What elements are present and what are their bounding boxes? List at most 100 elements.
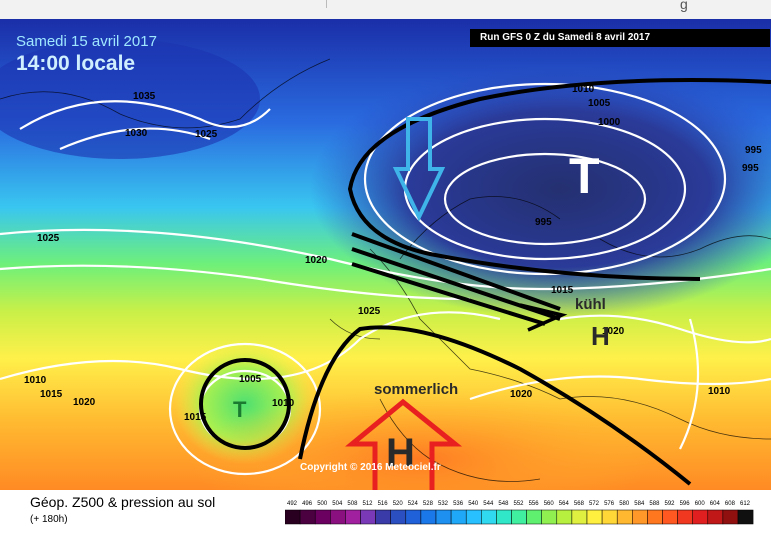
scale-label: 540 (468, 501, 479, 507)
scale-label: 612 (740, 501, 751, 507)
scale-swatch (360, 509, 376, 525)
pressure-label: 1020 (510, 389, 533, 400)
scale-swatch (632, 509, 648, 525)
scale-label: 520 (393, 501, 404, 507)
scale-swatch (541, 509, 558, 525)
scale-label: 524 (408, 501, 419, 507)
scale-swatch (314, 509, 331, 525)
low-circle (199, 358, 291, 450)
map-title: Géop. Z500 & pression au sol (30, 494, 216, 510)
scale-swatch (465, 509, 482, 525)
cold-air-arrow (392, 117, 446, 222)
pressure-label: 1035 (133, 91, 156, 102)
scale-swatch (405, 509, 422, 525)
scale-label: 516 (378, 501, 389, 507)
pressure-label: 1030 (125, 128, 148, 139)
pressure-label: 1015 (184, 412, 207, 423)
scale-swatch (285, 509, 301, 525)
pressure-label: 1025 (358, 306, 381, 317)
scale-swatch (526, 509, 542, 525)
scale-swatch (601, 509, 618, 525)
scale-swatch (511, 509, 527, 525)
isobars (0, 82, 771, 476)
scale-label: 536 (453, 501, 464, 507)
pressure-label: 1020 (73, 397, 96, 408)
weather-map: 1035 1030 1025 1025 1020 1025 1010 1005 … (0, 19, 771, 529)
browser-partial-text: g (680, 0, 688, 12)
scale-swatch (616, 509, 633, 525)
warm-air-arrow (345, 398, 463, 494)
high-pressure-marker-south: H (386, 431, 415, 475)
scale-label: 564 (559, 501, 570, 507)
scale-label: 532 (438, 501, 449, 507)
scale-label: 584 (634, 501, 645, 507)
scale-swatch (677, 509, 693, 525)
scale-swatch (375, 509, 391, 525)
color-scale: 492 496 500 504 508 512 516 520 524 528 532 536 540 5… (285, 501, 754, 525)
pressure-label: 995 (742, 163, 759, 174)
pressure-label: 1010 (708, 386, 731, 397)
scale-swatch (647, 509, 663, 525)
high-pressure-marker-east: H (591, 321, 610, 351)
scale-label: 600 (695, 501, 706, 507)
pressure-label: 1025 (37, 233, 60, 244)
scale-swatch (556, 509, 573, 525)
scale-label: 576 (604, 501, 615, 507)
annotation-curves (298, 78, 771, 486)
pressure-label-group: 1035 1030 1025 1025 1020 1025 1010 1005 … (24, 84, 762, 423)
cool-label: kühl (575, 296, 606, 313)
scale-swatch (586, 509, 603, 525)
scale-label: 492 (287, 501, 298, 507)
pressure-label: 1015 (40, 389, 63, 400)
pressure-label: 1005 (239, 374, 262, 385)
pressure-label: 1015 (551, 285, 574, 296)
pressure-label: 1010 (572, 84, 595, 95)
model-run-label: Run GFS 0 Z du Samedi 8 avril 2017 (470, 29, 770, 47)
pressure-label: 1010 (24, 375, 47, 386)
pressure-label: 1025 (195, 129, 218, 140)
scale-swatch (481, 509, 497, 525)
scale-label: 508 (347, 501, 358, 507)
scale-label: 604 (710, 501, 721, 507)
scale-swatch (722, 509, 739, 525)
scale-label: 572 (589, 501, 600, 507)
browser-top-bar: g (0, 0, 771, 20)
low-pressure-marker-north: T (569, 148, 600, 204)
north-atlantic-shading (0, 39, 260, 159)
scale-label: 496 (302, 501, 313, 507)
forecast-date: Samedi 15 avril 2017 (16, 33, 157, 50)
scale-label: 528 (423, 501, 434, 507)
scale-label: 500 (317, 501, 328, 507)
scale-label: 544 (483, 501, 494, 507)
copyright-notice: Copyright © 2016 Meteociel.fr (300, 462, 441, 473)
map-canvas: 1035 1030 1025 1025 1020 1025 1010 1005 … (0, 19, 771, 529)
scale-swatch (496, 509, 512, 525)
scale-swatch (299, 509, 316, 525)
scale-label: 596 (680, 501, 691, 507)
pressure-label: 1020 (305, 255, 328, 266)
scale-swatch (435, 509, 452, 525)
pressure-label: 995 (745, 145, 762, 156)
scale-swatch (692, 509, 709, 525)
pressure-label: 995 (535, 217, 552, 228)
pressure-label: 1000 (598, 117, 621, 128)
scale-label: 556 (529, 501, 540, 507)
scale-label: 568 (574, 501, 585, 507)
scale-swatch (737, 509, 754, 525)
pressure-label: 1020 (602, 326, 625, 337)
scale-label: 580 (619, 501, 630, 507)
scale-label: 608 (725, 501, 736, 507)
scale-swatch (571, 509, 588, 525)
scale-label: 504 (332, 501, 343, 507)
scale-swatch (330, 509, 346, 525)
scale-label: 548 (498, 501, 509, 507)
scale-label: 552 (514, 501, 525, 507)
browser-divider (326, 0, 327, 8)
scale-swatch (390, 509, 407, 525)
summery-label: sommerlich (374, 381, 458, 398)
scale-label: 560 (544, 501, 555, 507)
scale-label: 592 (665, 501, 676, 507)
scale-label: 512 (363, 501, 374, 507)
scale-swatch (420, 509, 437, 525)
